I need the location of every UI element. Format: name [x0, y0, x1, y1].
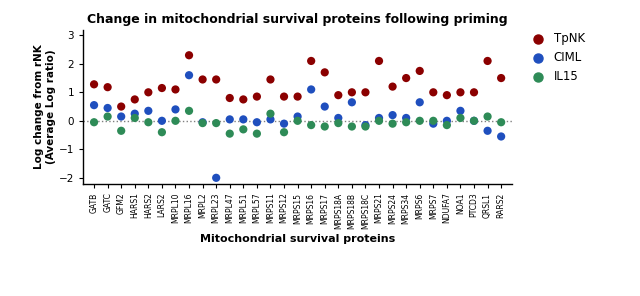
TpNK	[225, 96, 235, 100]
CIML	[319, 104, 330, 109]
IL15	[143, 120, 154, 125]
IL15	[252, 131, 262, 136]
CIML	[225, 117, 235, 122]
IL15	[442, 123, 452, 128]
CIML	[157, 118, 167, 123]
CIML	[401, 116, 412, 120]
CIML	[143, 108, 154, 113]
TpNK	[455, 90, 465, 95]
CIML	[102, 106, 113, 110]
IL15	[89, 120, 99, 125]
TpNK	[306, 59, 316, 63]
TpNK	[130, 97, 140, 102]
IL15	[360, 124, 371, 129]
CIML	[347, 100, 357, 105]
TpNK	[442, 93, 452, 97]
CIML	[89, 103, 99, 107]
IL15	[455, 116, 465, 120]
TpNK	[347, 90, 357, 95]
IL15	[198, 121, 208, 126]
X-axis label: Mitochondrial survival proteins: Mitochondrial survival proteins	[200, 234, 396, 244]
CIML	[442, 118, 452, 123]
CIML	[374, 116, 384, 120]
IL15	[306, 123, 316, 128]
IL15	[279, 130, 289, 135]
TpNK	[143, 90, 154, 95]
CIML	[469, 118, 479, 123]
TpNK	[238, 97, 248, 102]
CIML	[387, 113, 397, 118]
CIML	[496, 134, 506, 139]
CIML	[170, 107, 180, 112]
IL15	[184, 108, 194, 113]
IL15	[401, 120, 412, 125]
TpNK	[360, 90, 371, 95]
IL15	[170, 118, 180, 123]
IL15	[496, 120, 506, 125]
CIML	[483, 128, 493, 133]
TpNK	[415, 69, 425, 73]
IL15	[483, 114, 493, 119]
IL15	[102, 114, 113, 119]
CIML	[360, 123, 371, 128]
TpNK	[184, 53, 194, 58]
TpNK	[211, 77, 221, 82]
TpNK	[374, 59, 384, 63]
CIML	[198, 120, 208, 125]
CIML	[238, 117, 248, 122]
TpNK	[319, 70, 330, 75]
TpNK	[428, 90, 438, 95]
CIML	[292, 114, 303, 119]
IL15	[333, 121, 344, 126]
TpNK	[469, 90, 479, 95]
CIML	[252, 120, 262, 125]
TpNK	[266, 77, 276, 82]
Title: Change in mitochondrial survival proteins following priming: Change in mitochondrial survival protein…	[87, 13, 508, 26]
IL15	[469, 118, 479, 123]
IL15	[238, 127, 248, 132]
IL15	[130, 116, 140, 120]
IL15	[387, 121, 397, 126]
CIML	[130, 111, 140, 116]
TpNK	[496, 76, 506, 81]
IL15	[116, 128, 126, 133]
TpNK	[333, 93, 344, 97]
TpNK	[198, 77, 208, 82]
TpNK	[116, 104, 126, 109]
TpNK	[292, 94, 303, 99]
TpNK	[89, 82, 99, 87]
TpNK	[157, 86, 167, 90]
IL15	[347, 124, 357, 129]
CIML	[333, 116, 344, 120]
IL15	[225, 131, 235, 136]
IL15	[292, 118, 303, 123]
IL15	[266, 111, 276, 116]
Y-axis label: Log change from rNK
(Average Log ratio): Log change from rNK (Average Log ratio)	[35, 44, 56, 169]
CIML	[415, 100, 425, 105]
TpNK	[252, 94, 262, 99]
CIML	[306, 87, 316, 92]
IL15	[211, 121, 221, 126]
CIML	[184, 73, 194, 78]
CIML	[116, 114, 126, 119]
CIML	[211, 176, 221, 180]
CIML	[266, 117, 276, 122]
TpNK	[483, 59, 493, 63]
IL15	[415, 118, 425, 123]
CIML	[455, 108, 465, 113]
TpNK	[387, 84, 397, 89]
TpNK	[279, 94, 289, 99]
IL15	[428, 118, 438, 123]
TpNK	[102, 85, 113, 90]
IL15	[374, 118, 384, 123]
IL15	[157, 130, 167, 135]
TpNK	[170, 87, 180, 92]
CIML	[428, 121, 438, 126]
Legend: TpNK, CIML, IL15: TpNK, CIML, IL15	[527, 33, 585, 83]
CIML	[279, 121, 289, 126]
TpNK	[401, 76, 412, 81]
IL15	[319, 124, 330, 129]
